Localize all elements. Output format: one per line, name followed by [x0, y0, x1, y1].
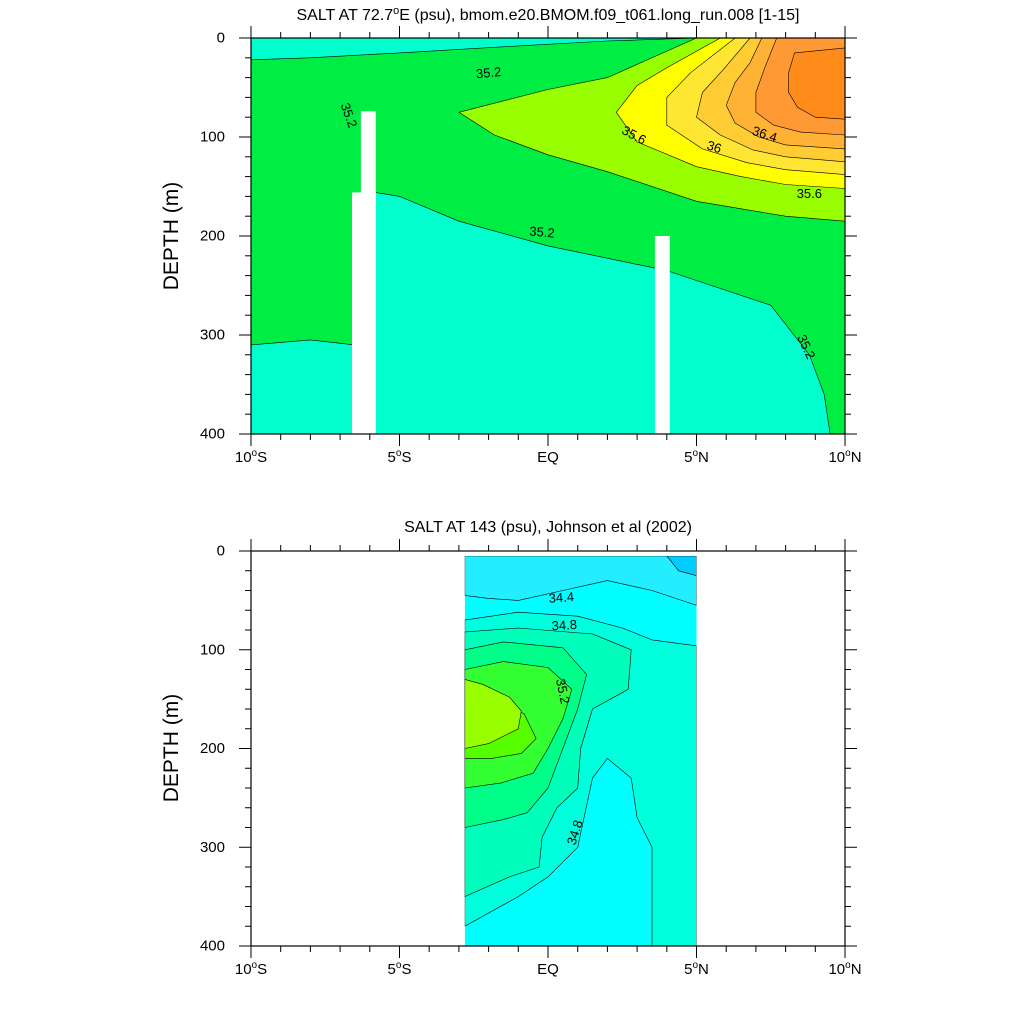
x-tick-label: 10oS	[235, 448, 267, 466]
y-tick-label-layer: 0 100 200 300 400	[200, 30, 225, 443]
x-tick-label: 5oN	[684, 960, 709, 978]
tick-mark-layer	[239, 26, 857, 446]
contour-label: 35.2	[553, 677, 573, 705]
contour-label: 35.2	[475, 64, 502, 81]
y-tick-label: 200	[200, 228, 225, 245]
x-tick-label-layer: 10oS 5oS EQ 5oN 10oN	[235, 448, 862, 466]
y-axis-label: DEPTH (m)	[160, 182, 183, 291]
y-tick-label: 400	[200, 938, 225, 955]
y-tick-label: 100	[200, 129, 225, 146]
missing-data-column	[351, 192, 376, 434]
x-tick-label: 5oS	[388, 448, 412, 466]
contour-fill-layer	[464, 555, 697, 946]
x-tick-label: 5oN	[684, 448, 709, 466]
y-tick-label: 100	[200, 641, 225, 658]
contour-label: 34.4	[548, 589, 574, 606]
tick-mark-layer	[239, 539, 857, 958]
contour-label-layer: 34.4 34.8 35.2 34.8	[548, 589, 586, 847]
x-tick-label: 10oS	[235, 960, 267, 978]
y-tick-label: 0	[217, 543, 225, 560]
model-salinity-section: SALT AT 72.7oE (psu), bmom.e20.BMOM.f09_…	[160, 5, 862, 466]
chart-title: SALT AT 72.7oE (psu), bmom.e20.BMOM.f09_…	[297, 5, 800, 24]
x-tick-label: 10oN	[828, 960, 861, 978]
x-tick-label: EQ	[537, 961, 559, 978]
contour-region-36.6-36.8	[788, 47, 845, 120]
contour-label: 35.2	[529, 223, 556, 240]
contour-label: 36.4	[750, 123, 779, 145]
contour-label: 34.8	[551, 617, 577, 633]
y-axis-label: DEPTH (m)	[160, 694, 183, 803]
y-tick-label: 400	[200, 426, 225, 443]
chart-title: SALT AT 143 (psu), Johnson et al (2002)	[404, 519, 692, 536]
y-tick-label: 0	[217, 30, 225, 47]
missing-data-column	[654, 236, 670, 434]
contour-region-35.6-35.8	[464, 679, 522, 749]
missing-data-mask-layer	[351, 111, 670, 434]
y-tick-label: 300	[200, 327, 225, 344]
y-tick-label: 200	[200, 740, 225, 757]
x-tick-label: EQ	[537, 449, 559, 466]
contour-fill-layer	[251, 38, 845, 434]
contour-region-34.0-34.2	[666, 555, 697, 577]
contour-label: 36	[705, 138, 723, 157]
observed-salinity-section: SALT AT 143 (psu), Johnson et al (2002) …	[160, 519, 862, 978]
y-tick-label-layer: 0 100 200 300 400	[200, 543, 225, 955]
y-tick-label: 300	[200, 839, 225, 856]
contour-label: 35.6	[797, 186, 822, 201]
x-tick-label: 10oN	[828, 448, 861, 466]
x-tick-label: 5oS	[388, 960, 412, 978]
x-tick-label-layer: 10oS 5oS EQ 5oN 10oN	[235, 960, 862, 978]
contour-label: 34.8	[564, 818, 586, 847]
